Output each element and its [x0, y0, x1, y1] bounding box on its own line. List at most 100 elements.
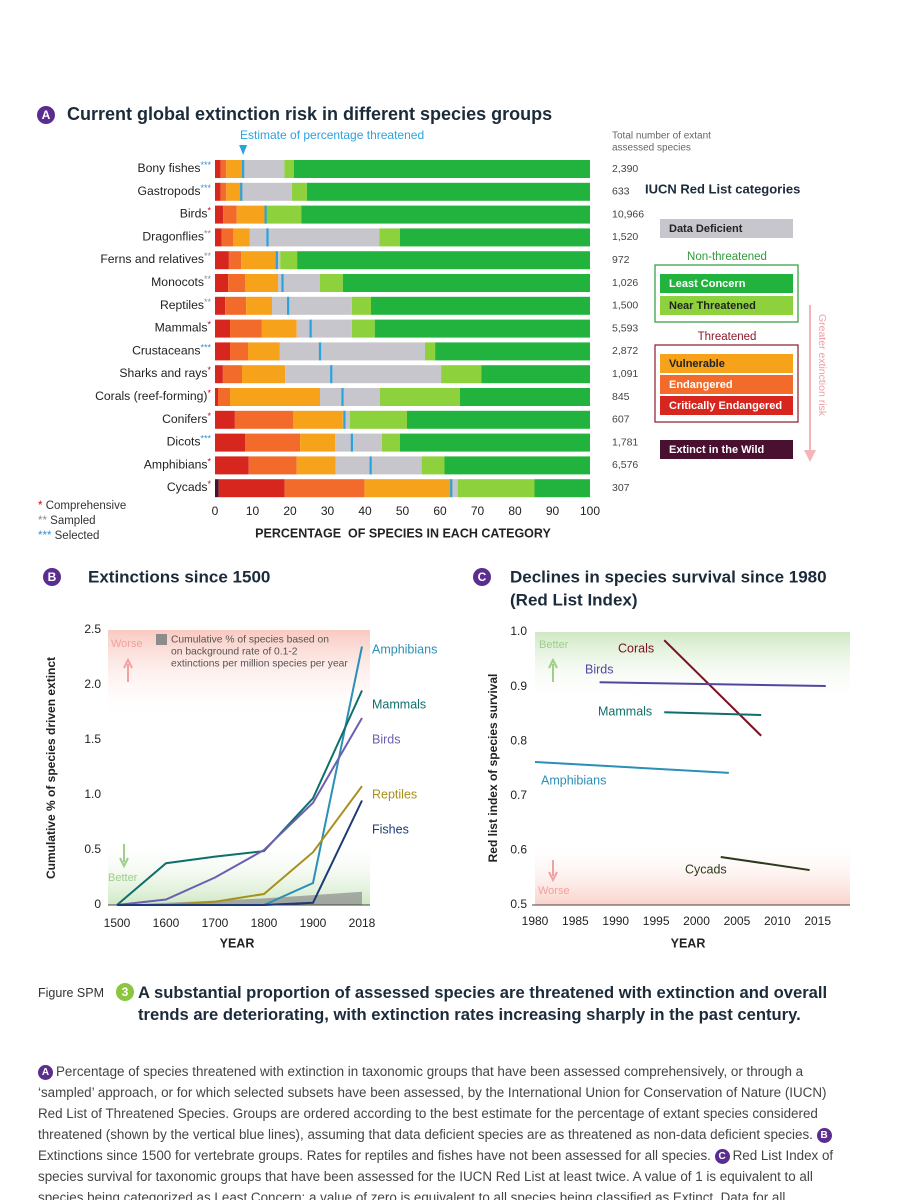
series-label: Birds	[585, 662, 613, 676]
bar-segment	[248, 342, 280, 361]
bar-segment	[301, 205, 590, 224]
panel-letter: C	[478, 570, 487, 584]
category-marker: **	[204, 274, 212, 284]
y-tick-label: 0.9	[510, 679, 527, 693]
category-name: Bony fishes	[137, 161, 200, 175]
legend-swatch	[660, 274, 793, 293]
category-label: Corals (reef-forming)*	[95, 388, 211, 403]
series-line	[116, 717, 363, 906]
total-label: 972	[612, 254, 630, 266]
worse-zone	[108, 630, 370, 720]
bar-segment	[534, 479, 590, 498]
panel-badge: C	[714, 1149, 730, 1164]
bar-segment	[230, 319, 262, 338]
x-tick-label: 40	[358, 504, 372, 518]
category-marker: ***	[200, 183, 211, 193]
better-arrow	[548, 657, 558, 682]
bar-segment	[280, 251, 298, 270]
category-marker: **	[204, 229, 212, 239]
legend-label: Data Deficient	[669, 223, 743, 235]
bar-segment	[215, 205, 224, 224]
bar-segment	[215, 410, 235, 429]
legend-label: Vulnerable	[669, 358, 725, 370]
series-label: Cycads	[685, 862, 727, 876]
category-name: Cycads	[167, 480, 208, 494]
chart-title: (Red List Index)	[510, 590, 638, 609]
bar-segment	[285, 365, 442, 384]
legend-swatch	[660, 354, 793, 373]
bar-segment	[226, 182, 242, 201]
note-text: Sampled	[50, 515, 95, 527]
y-tick-label: 1.0	[84, 787, 101, 801]
bar-segment	[248, 456, 297, 475]
bar-segment	[215, 388, 218, 406]
series-line	[664, 711, 762, 716]
x-axis-label: PERCENTAGE OF SPECIES IN EACH CATEGORY	[255, 526, 551, 540]
series-line	[663, 639, 762, 737]
y-axis-label: Cumulative % of species driven extinct	[44, 657, 58, 879]
note-symbol: ***	[38, 530, 52, 542]
total-label: 633	[612, 186, 630, 198]
bar-segment	[381, 433, 400, 452]
bar-segment	[459, 388, 590, 406]
category-label: Crustaceans***	[132, 343, 211, 358]
bar-segment	[279, 342, 425, 361]
bar-segment	[272, 296, 352, 315]
bar-segment	[320, 388, 380, 406]
category-name: Sharks and rays	[119, 366, 207, 380]
bar-segment	[293, 410, 343, 429]
bar-segment	[451, 479, 458, 498]
bar-segment	[223, 205, 237, 224]
x-tick-label: 1985	[562, 914, 589, 928]
category-name: Ferns and relatives	[100, 252, 204, 266]
legend-label: Cumulative % of species based on	[171, 635, 329, 646]
x-tick-label: 30	[321, 504, 335, 518]
bar-segment	[297, 251, 590, 270]
note-text: Selected	[55, 530, 100, 542]
series-label: Amphibians	[372, 642, 437, 656]
y-tick-label: 1.0	[510, 624, 527, 638]
bar-segment	[243, 160, 285, 178]
worse-zone	[535, 840, 850, 905]
series-label: Birds	[372, 732, 400, 746]
legend-label: Extinct in the Wild	[669, 444, 764, 456]
total-label: 2,872	[612, 345, 638, 357]
x-tick-label: 1800	[251, 916, 278, 930]
category-marker: *	[207, 366, 211, 376]
x-tick-label: 1980	[522, 914, 549, 928]
bar-segment	[246, 296, 272, 315]
x-tick-label: 1990	[602, 914, 629, 928]
category-label: Cycads*	[167, 480, 212, 495]
series-label: Amphibians	[541, 773, 606, 787]
y-tick-label: 2.5	[84, 622, 101, 636]
note-text: Comprehensive	[46, 500, 127, 512]
x-tick-label: 2018	[349, 916, 376, 930]
category-label: Birds*	[180, 206, 212, 221]
bar-segment	[215, 296, 226, 315]
series-line	[116, 690, 363, 906]
bar-segment	[215, 228, 222, 247]
x-tick-label: 60	[433, 504, 447, 518]
bar-segment	[218, 479, 285, 498]
bar-segment	[215, 160, 221, 178]
bar-segment	[230, 342, 248, 361]
bar-segment	[342, 274, 590, 292]
category-label: Mammals*	[155, 320, 212, 335]
column-header: assessed species	[612, 143, 691, 154]
category-name: Gastropods	[137, 184, 200, 198]
caption-paragraph: Extinctions since 1500 for vertebrate gr…	[38, 1148, 711, 1163]
bar-segment	[379, 228, 400, 247]
bar-segment	[351, 296, 371, 315]
y-tick-label: 0	[94, 897, 101, 911]
legend-arrow-head	[804, 450, 816, 462]
caption-text: A Percentage of species threatened with e…	[38, 1061, 850, 1200]
series-label: Reptiles	[372, 787, 417, 801]
category-label: Dicots***	[167, 434, 212, 449]
legend-swatch	[156, 634, 167, 645]
panel-badge	[37, 106, 55, 124]
category-name: Dicots	[167, 435, 201, 449]
x-axis-label: YEAR	[220, 936, 255, 950]
note-symbol: *	[38, 500, 43, 512]
chart-title: Declines in species survival since 1980	[510, 567, 827, 586]
bar-segment	[242, 365, 286, 384]
